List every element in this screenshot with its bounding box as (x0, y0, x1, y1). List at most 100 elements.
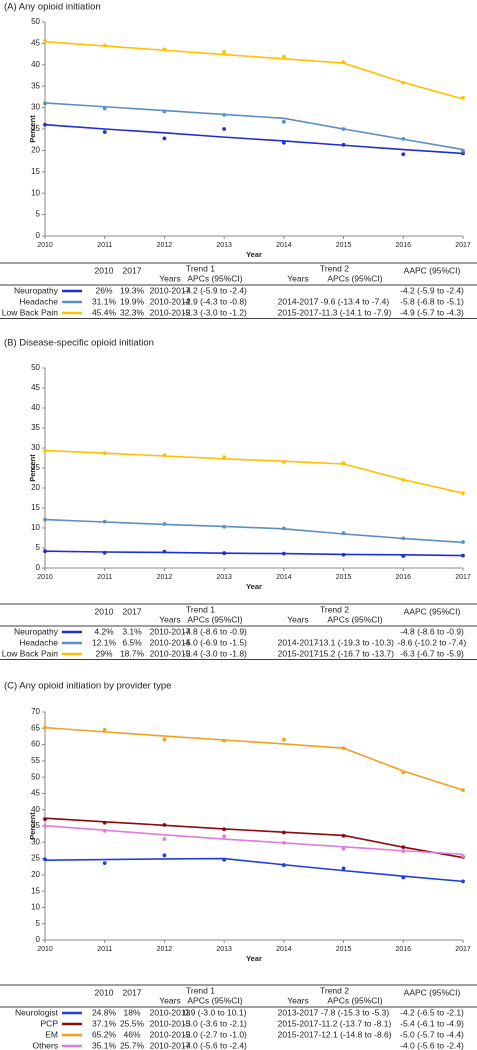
table-cell: -4.9 (-5.7 to -4.3) (400, 307, 464, 317)
observed-point (43, 824, 47, 828)
observed-point (43, 517, 47, 522)
y-tick-label: 5 (36, 210, 41, 219)
observed-point (222, 524, 227, 529)
y-tick-label: 15 (31, 167, 40, 176)
trend-line (44, 123, 464, 155)
x-tick-label: 2011 (97, 242, 112, 249)
trend-line (44, 518, 464, 544)
observed-point (461, 788, 465, 793)
observed-point (281, 119, 286, 124)
y-tick-label: 20 (31, 483, 40, 492)
observed-point (281, 460, 286, 464)
x-tick-label: 2017 (455, 946, 471, 953)
x-tick-label: 2014 (276, 574, 292, 581)
y-tick-label: 30 (31, 837, 40, 846)
table-cell: -5.0 (-5.7 to -4.4) (400, 1029, 464, 1039)
observed-point (281, 54, 286, 59)
y-tick-label: 20 (31, 870, 40, 879)
observed-point (43, 448, 47, 453)
observed-point (281, 140, 286, 145)
table-subheader: Years (159, 995, 180, 1005)
observed-point (341, 461, 346, 466)
observed-point (401, 849, 406, 853)
table-header: Trend 2 (320, 263, 349, 273)
observed-point (461, 95, 465, 100)
observed-point (281, 526, 286, 531)
table-cell: -2.0 (-2.7 to -1.0) (183, 1029, 247, 1039)
table-subheader: Years (287, 995, 308, 1005)
observed-point (102, 828, 107, 833)
x-tick-label: 2013 (216, 946, 232, 953)
observed-point (43, 725, 47, 730)
table-header: AAPC (95%CI) (404, 606, 461, 616)
y-axis-label: Percent (28, 454, 37, 482)
observed-point (43, 817, 47, 822)
observed-point (162, 453, 167, 458)
observed-point (162, 109, 167, 114)
table-cell: 2014-2017 (278, 296, 319, 306)
table-cell: 2015-2017 (278, 307, 319, 317)
observed-point (162, 47, 167, 52)
table-header: 2010 (95, 606, 114, 616)
observed-point (162, 853, 167, 858)
y-tick-label: 10 (31, 523, 40, 532)
table-cell: -4.8 (-8.6 to -0.9) (400, 626, 464, 636)
observed-point (43, 38, 47, 43)
observed-point (43, 857, 47, 862)
observed-point (401, 875, 406, 880)
observed-point (401, 845, 406, 850)
observed-point (222, 127, 227, 131)
table-cell: -7.8 (-15.3 to -5.3) (321, 1007, 390, 1017)
observed-point (102, 130, 107, 134)
observed-point (461, 854, 465, 859)
y-tick-label: 40 (31, 60, 40, 69)
table-cell: 18.7% (120, 648, 145, 658)
table-subheader: APCs (95%CI) (327, 614, 382, 624)
table-cell: 25.5% (120, 1018, 145, 1028)
row-name: Neurologist (15, 1007, 59, 1017)
y-tick-label: 35 (31, 423, 40, 432)
y-tick-label: 50 (31, 363, 40, 372)
table-header: Trend 1 (186, 263, 215, 273)
y-tick-label: 25 (31, 124, 40, 133)
observed-point (102, 519, 107, 524)
observed-point (401, 770, 406, 775)
x-tick-label: 2013 (216, 574, 232, 581)
observed-point (102, 820, 107, 825)
table-cell: 19.3% (120, 285, 145, 295)
trend-line (44, 550, 464, 557)
x-tick-label: 2010 (37, 574, 53, 581)
observed-point (461, 879, 465, 884)
table-subheader: APCs (95%CI) (327, 273, 382, 283)
row-name: Headache (19, 637, 58, 647)
table-cell: 31.1% (92, 296, 117, 306)
observed-point (162, 136, 167, 141)
table-header: 2017 (123, 987, 142, 997)
observed-point (401, 136, 406, 141)
y-tick-label: 0 (36, 563, 41, 572)
observed-point (281, 737, 286, 742)
observed-point (222, 834, 227, 839)
table-cell: -4.2 (-6.5 to -2.1) (400, 1007, 464, 1017)
table-cell: 2010-2017 (150, 285, 191, 295)
table-cell: -9.6 (-13.4 to -7.4) (321, 296, 390, 306)
y-tick-label: 10 (31, 903, 40, 912)
table-cell: 2015-2017 (278, 1029, 319, 1039)
x-axis-label: Year (246, 250, 262, 259)
table-subheader: APCs (95%CI) (187, 273, 242, 283)
table-cell: 3.1% (122, 626, 142, 636)
table-subheader: APCs (95%CI) (327, 995, 382, 1005)
y-tick-label: 30 (31, 443, 40, 452)
observed-point (102, 106, 107, 111)
y-tick-label: 0 (36, 231, 41, 240)
table-cell: 25.7% (120, 1040, 145, 1050)
table-cell: 2010-2015 (150, 1029, 191, 1039)
observed-point (43, 549, 47, 554)
table-cell: 2010-2017 (150, 1040, 191, 1050)
table-cell: 29% (95, 648, 112, 658)
observed-point (162, 737, 167, 742)
x-tick-label: 2017 (455, 574, 471, 581)
table-cell: 37.1% (92, 1018, 117, 1028)
table-cell: 19.9% (120, 296, 145, 306)
observed-point (102, 550, 107, 555)
